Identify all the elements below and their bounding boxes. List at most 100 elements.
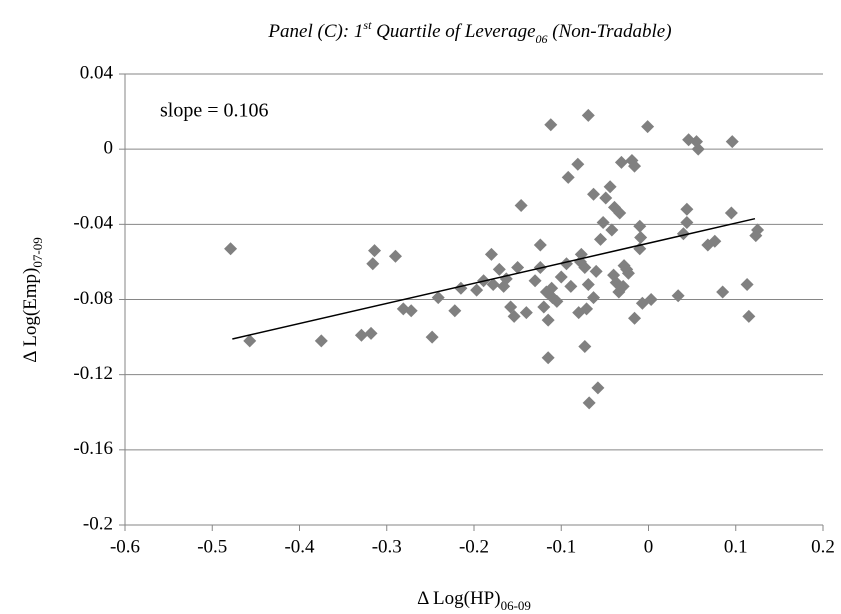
point <box>514 199 528 213</box>
point <box>644 293 658 306</box>
trendline <box>232 217 756 340</box>
point <box>589 264 603 278</box>
point <box>571 157 585 171</box>
point <box>613 206 627 220</box>
y-tick-label: -0.12 <box>73 363 113 384</box>
point <box>582 396 596 410</box>
point <box>507 309 521 323</box>
point <box>368 244 382 258</box>
slope-annotation: slope = 0.106 <box>160 100 269 122</box>
point <box>740 277 754 291</box>
x-tick-label: 0 <box>644 536 654 557</box>
x-tick-label: -0.2 <box>459 536 489 557</box>
point <box>544 118 558 132</box>
point <box>691 142 705 156</box>
point <box>616 279 630 293</box>
point <box>641 120 655 134</box>
x-tick-label: -0.3 <box>372 536 402 557</box>
point <box>594 232 608 246</box>
point <box>581 277 595 291</box>
point <box>621 266 635 280</box>
point <box>425 330 439 344</box>
x-tick-label: -0.6 <box>110 536 140 557</box>
x-axis-label: Δ Log(HP)06-09 <box>417 588 531 613</box>
x-tick-label: -0.4 <box>284 536 315 557</box>
point <box>599 191 613 205</box>
point <box>404 304 418 318</box>
point <box>243 334 257 348</box>
point <box>578 261 592 275</box>
x-tick-label: 0.1 <box>724 536 748 557</box>
point <box>470 283 484 297</box>
point <box>541 313 555 327</box>
point <box>431 291 445 305</box>
point <box>596 215 610 229</box>
point <box>564 279 578 293</box>
title-part: Quartile of Leverage <box>371 21 535 42</box>
point <box>504 300 518 314</box>
point <box>541 351 555 365</box>
point <box>484 247 498 261</box>
title-part: (Non-Tradable) <box>548 21 672 42</box>
point <box>634 230 648 244</box>
point <box>725 135 739 149</box>
y-label-part: 07-09 <box>30 237 45 267</box>
point <box>633 219 647 233</box>
point <box>614 155 628 169</box>
y-tick-label: 0.04 <box>80 62 114 83</box>
x-tick-label: 0.2 <box>811 536 835 557</box>
point <box>724 206 738 220</box>
point <box>603 180 617 194</box>
point <box>492 262 506 276</box>
point <box>587 187 601 201</box>
point <box>671 289 685 303</box>
point <box>742 309 756 323</box>
point <box>751 223 765 237</box>
point <box>314 334 328 348</box>
y-tick-label: 0 <box>104 138 114 159</box>
point <box>533 238 547 252</box>
point <box>454 281 468 295</box>
point <box>364 326 378 340</box>
x-tick-label: -0.1 <box>546 536 576 557</box>
point <box>591 381 605 395</box>
chart-title: Panel (C): 1st Quartile of Leverage06 (N… <box>267 18 671 46</box>
point <box>366 257 380 271</box>
x-label-part: 06-09 <box>501 598 531 613</box>
point <box>511 261 525 275</box>
point <box>388 249 402 263</box>
point <box>581 108 595 122</box>
title-part: 06 <box>536 32 548 46</box>
point <box>448 304 462 318</box>
y-tick-label: -0.04 <box>73 213 113 234</box>
point <box>716 285 730 299</box>
point <box>528 274 542 288</box>
title-part: Panel (C): 1 <box>267 21 363 42</box>
point <box>497 279 511 293</box>
point <box>580 302 594 316</box>
x-tick-label: -0.5 <box>197 536 227 557</box>
point <box>545 281 559 295</box>
point <box>224 242 238 256</box>
y-tick-label: -0.2 <box>83 513 113 534</box>
point <box>519 306 533 320</box>
y-tick-label: -0.16 <box>73 438 113 459</box>
x-label-part: Δ Log(HP) <box>417 588 500 609</box>
point <box>559 257 573 271</box>
point <box>554 270 568 284</box>
y-label-part: Δ Log(Emp) <box>20 268 41 363</box>
y-tick-label: -0.08 <box>73 288 113 309</box>
point <box>561 170 575 184</box>
point <box>486 277 500 291</box>
point <box>676 227 690 241</box>
point <box>680 215 694 229</box>
point <box>628 311 642 325</box>
title-part: st <box>363 18 372 32</box>
point <box>680 202 694 216</box>
point <box>605 223 619 237</box>
point <box>354 328 368 342</box>
point <box>578 339 592 353</box>
y-axis-label: Δ Log(Emp)07-09 <box>20 237 45 362</box>
point <box>587 291 601 305</box>
